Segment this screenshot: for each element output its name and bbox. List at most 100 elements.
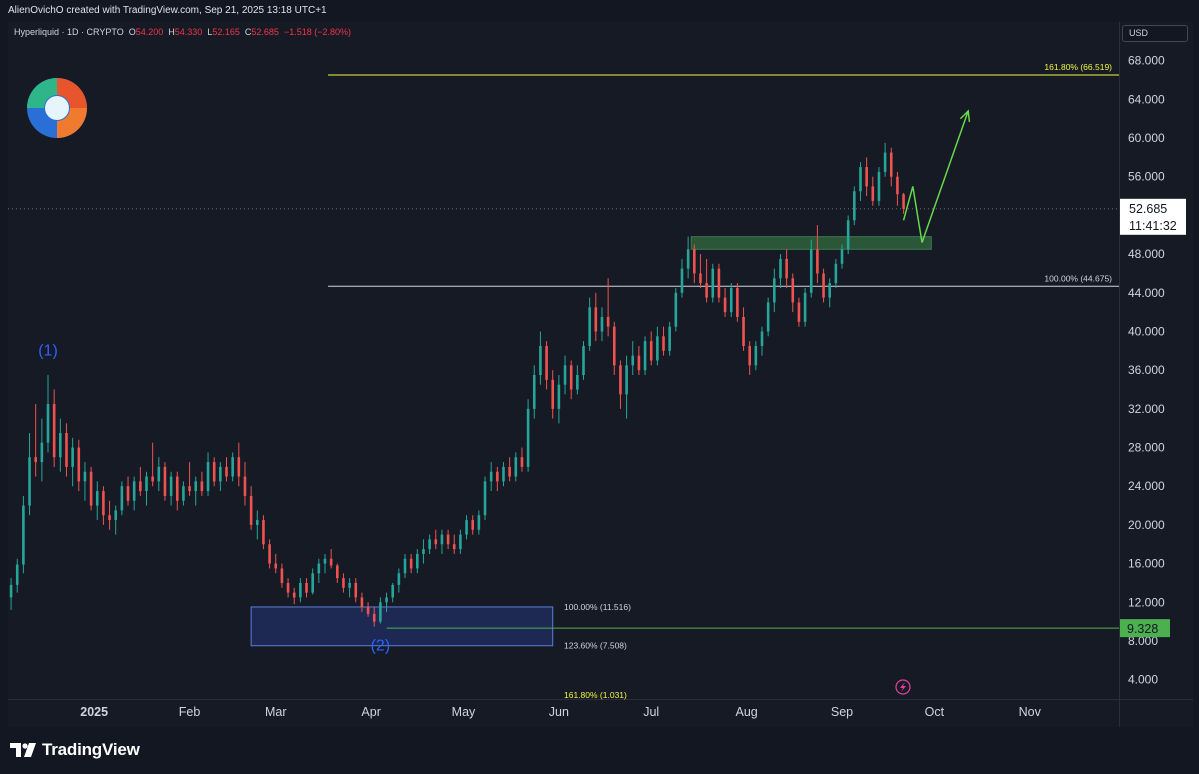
candle-body (452, 544, 456, 550)
candle (717, 263, 721, 303)
candle-body (206, 462, 210, 492)
time-tick: Feb (179, 705, 201, 719)
candle-body (526, 408, 530, 467)
candle (40, 418, 44, 482)
candle (169, 471, 173, 506)
tradingview-brand: TradingView (42, 740, 140, 759)
tradingview-logo[interactable]: TradingView (10, 740, 140, 760)
candle-body (742, 316, 745, 346)
candle-body (65, 433, 68, 467)
candle (816, 225, 819, 284)
lightning-icon[interactable] (895, 679, 911, 695)
currency-button[interactable]: USD (1122, 25, 1188, 42)
levels-layer (8, 74, 1119, 629)
candle (699, 254, 702, 288)
candle (594, 292, 598, 342)
candle (108, 500, 111, 530)
candle (428, 534, 431, 554)
candle (723, 287, 727, 317)
candle (231, 452, 234, 482)
candle-body (871, 186, 875, 201)
price-tick: 56.000 (1128, 170, 1165, 184)
candle-body (34, 457, 37, 463)
candle-body (139, 481, 142, 492)
candle-body (631, 355, 635, 366)
candle (286, 578, 290, 598)
candle-body (791, 278, 795, 303)
candle-body (600, 316, 604, 332)
candle (736, 283, 739, 322)
candle-body (212, 462, 216, 482)
candle (840, 244, 844, 269)
candle (853, 186, 856, 226)
chart-plot-area[interactable] (8, 22, 1119, 699)
candle (385, 592, 388, 612)
candle-body (157, 466, 161, 482)
candle (748, 341, 751, 376)
candle (132, 476, 136, 511)
candle-body (477, 515, 481, 530)
candle-body (822, 273, 825, 298)
candle-body (163, 466, 167, 496)
footer-bar: TradingView (0, 727, 1199, 774)
candle (206, 452, 210, 496)
candle-body (335, 565, 339, 579)
candle-body (262, 520, 265, 545)
candle (243, 462, 247, 506)
candle-body (569, 365, 573, 390)
fib-zone-label: 100.00% (11.516) (564, 602, 631, 612)
candle (828, 278, 832, 308)
candle (22, 495, 25, 574)
candle (77, 439, 81, 492)
candle (711, 263, 715, 303)
candle-body (717, 268, 721, 298)
candle-body (692, 249, 696, 274)
candle-body (132, 481, 136, 501)
candle (656, 326, 659, 366)
candle-body (896, 176, 899, 195)
candle (262, 515, 265, 550)
candle-body (255, 520, 259, 525)
candle (83, 462, 87, 501)
candle (403, 553, 407, 579)
candle (299, 578, 302, 603)
candle-body (225, 466, 228, 477)
candle-body (360, 597, 364, 608)
candle (409, 553, 413, 574)
candle (225, 457, 228, 482)
time-axis[interactable] (8, 699, 1119, 728)
candle-body (489, 471, 493, 482)
candle (606, 278, 610, 337)
high-label: H (168, 27, 175, 37)
candle (668, 321, 671, 356)
time-tick: Oct (925, 705, 945, 719)
candle-body (77, 447, 81, 482)
price-tick: 8.000 (1128, 634, 1158, 648)
candle (569, 360, 573, 400)
candle-body (274, 563, 278, 569)
close-value: 52.685 (251, 27, 279, 37)
candle-body (736, 287, 739, 317)
candle (785, 249, 788, 288)
candle (9, 578, 13, 611)
candle-body (434, 539, 438, 545)
candle-body (705, 283, 708, 298)
candle-body (305, 582, 308, 593)
candle (52, 389, 56, 467)
price-axis[interactable] (1119, 22, 1193, 699)
price-axis-labels: 4.000 8.000 12.000 16.000 20.000 24.000 28.000… (1120, 54, 1186, 687)
candle (452, 534, 456, 554)
candle (317, 558, 321, 583)
candle-body (729, 287, 733, 313)
candle-body (280, 568, 284, 583)
candle-body (539, 345, 542, 376)
candle-body (773, 278, 776, 303)
candle-body (902, 194, 905, 209)
last-price-box (1120, 198, 1186, 235)
candle-body (428, 539, 431, 550)
candle (551, 370, 555, 419)
candle-body (797, 302, 801, 322)
candle (557, 375, 561, 424)
candle (71, 437, 74, 487)
fib-zone-label: 161.80% (1.031) (564, 690, 627, 700)
